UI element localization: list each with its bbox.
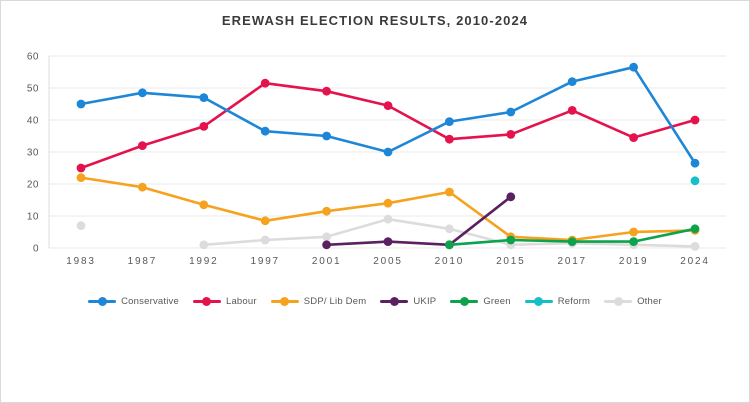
x-axis-label-2019: 2019 xyxy=(619,256,648,267)
x-axis-label-2010: 2010 xyxy=(435,256,464,267)
point-conservative-2001 xyxy=(322,131,331,141)
y-axis-label-30: 30 xyxy=(27,148,39,159)
point-sdp-lib-dem-1997 xyxy=(260,216,270,226)
legend-item-reform[interactable]: Reform xyxy=(524,296,591,307)
point-conservative-2005 xyxy=(383,147,393,157)
point-green-2010 xyxy=(445,240,454,250)
point-conservative-2019 xyxy=(629,62,638,72)
point-labour-2017 xyxy=(567,106,577,115)
point-ukip-2005 xyxy=(383,237,393,247)
point-sdp-lib-dem-2010 xyxy=(445,187,454,197)
chart-legend: Conservative Labour SDP/ Lib Dem UKIP Green R… xyxy=(1,296,749,307)
point-sdp-lib-dem-2019 xyxy=(629,227,638,237)
y-axis-label-50: 50 xyxy=(27,84,39,95)
legend-label: Reform xyxy=(557,296,591,307)
point-labour-2019 xyxy=(629,133,638,142)
legend-item-conservative[interactable]: Conservative xyxy=(88,296,179,307)
legend-marker-icon xyxy=(524,297,553,306)
point-other-1992 xyxy=(199,240,209,250)
point-conservative-2015 xyxy=(506,107,516,117)
x-axis-label-2001: 2001 xyxy=(312,256,341,267)
y-axis-label-40: 40 xyxy=(27,116,39,127)
legend-marker-icon xyxy=(270,297,299,306)
point-ukip-2015 xyxy=(506,192,516,202)
point-labour-2010 xyxy=(445,134,454,144)
point-conservative-1997 xyxy=(260,126,270,136)
legend-item-other[interactable]: Other xyxy=(604,296,662,307)
legend-item-sdp-lib-dem[interactable]: SDP/ Lib Dem xyxy=(270,296,367,307)
point-reform-2024 xyxy=(690,176,700,186)
legend-label: UKIP xyxy=(413,296,437,307)
point-labour-2001 xyxy=(322,86,331,96)
point-sdp-lib-dem-2005 xyxy=(383,198,393,208)
legend-marker-icon xyxy=(88,297,117,306)
series-line-sdp-lib-dem xyxy=(79,176,697,242)
point-sdp-lib-dem-1992 xyxy=(199,200,209,210)
point-conservative-1987 xyxy=(138,88,147,98)
point-conservative-2010 xyxy=(445,117,454,126)
x-axis-label-1983: 1983 xyxy=(66,256,95,267)
point-green-2015 xyxy=(506,235,516,245)
point-other-2005 xyxy=(383,214,393,224)
legend-label: Other xyxy=(637,296,662,307)
point-labour-2015 xyxy=(506,130,516,139)
point-sdp-lib-dem-1983 xyxy=(76,173,86,183)
legend-label: Conservative xyxy=(121,296,179,307)
point-conservative-2024 xyxy=(690,158,700,168)
x-axis-label-2015: 2015 xyxy=(496,256,525,267)
x-axis-label-2017: 2017 xyxy=(557,256,586,267)
legend-item-ukip[interactable]: UKIP xyxy=(380,296,436,307)
x-axis-label-2024: 2024 xyxy=(680,256,709,267)
point-labour-1992 xyxy=(199,122,209,131)
point-conservative-1992 xyxy=(199,93,209,102)
point-other-2001 xyxy=(322,232,331,242)
chart-title: EREWASH ELECTION RESULTS, 2010-2024 xyxy=(221,13,529,28)
legend-marker-icon xyxy=(604,297,633,306)
point-other-1997 xyxy=(260,235,270,245)
point-green-2017 xyxy=(567,237,577,247)
legend-label: SDP/ Lib Dem xyxy=(303,296,367,307)
legend-item-green[interactable]: Green xyxy=(450,296,511,307)
point-sdp-lib-dem-2001 xyxy=(322,206,331,216)
point-labour-1987 xyxy=(138,141,147,150)
legend-marker-icon xyxy=(380,297,409,306)
point-labour-1983 xyxy=(76,163,86,173)
x-axis-label-1997: 1997 xyxy=(250,256,279,267)
legend-label: Labour xyxy=(225,296,257,307)
series-line-ukip xyxy=(325,195,513,247)
point-sdp-lib-dem-1987 xyxy=(138,182,147,192)
legend-marker-icon xyxy=(450,297,479,306)
y-axis-label-20: 20 xyxy=(27,180,39,191)
point-conservative-1983 xyxy=(76,99,86,109)
legend-label: Green xyxy=(483,296,511,307)
x-axis-label-2005: 2005 xyxy=(373,256,402,267)
x-axis-label-1987: 1987 xyxy=(128,256,157,267)
y-axis-label-60: 60 xyxy=(27,52,39,63)
point-labour-2024 xyxy=(690,115,700,125)
x-axis-label-1992: 1992 xyxy=(189,256,218,267)
y-axis-label-10: 10 xyxy=(27,212,39,223)
point-green-2024 xyxy=(690,224,700,234)
legend-item-labour[interactable]: Labour xyxy=(192,296,257,307)
legend-marker-icon xyxy=(192,297,221,306)
point-other-2010 xyxy=(445,224,454,234)
line-chart: 0 10 20 30 40 50 60 1983 1987 1992 1997 2001 2005 201… xyxy=(27,52,726,267)
y-axis-label-0: 0 xyxy=(33,244,39,255)
point-ukip-2001 xyxy=(322,240,331,250)
point-conservative-2017 xyxy=(567,77,577,86)
point-green-2019 xyxy=(629,237,638,247)
point-labour-2005 xyxy=(383,101,393,110)
point-labour-1997 xyxy=(260,78,270,88)
point-other-1983 xyxy=(76,221,86,231)
point-other-2024 xyxy=(690,242,700,251)
